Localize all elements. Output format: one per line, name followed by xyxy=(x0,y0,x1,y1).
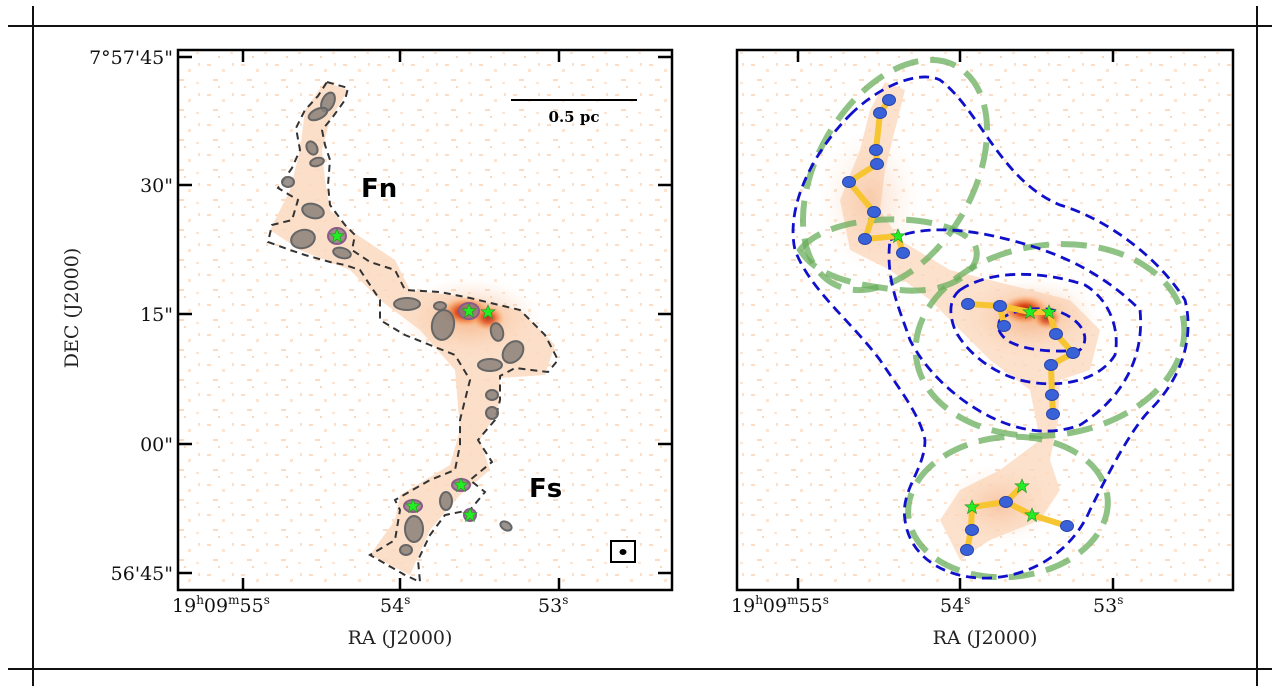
region-label-fs: Fs xyxy=(529,474,562,504)
y-tick-label: 7°57'45" xyxy=(89,47,173,69)
left-axes-frame xyxy=(176,48,674,592)
right-panel: 19h09m55s 54s 53s RA (J2000) xyxy=(731,48,1235,649)
y-tick-label: 00" xyxy=(140,434,173,456)
beam-ellipse-icon xyxy=(619,549,627,555)
left-ticks xyxy=(178,50,672,590)
x-tick-label-first: 19h09m55s xyxy=(172,593,270,617)
left-x-tick-labels: 19h09m55s 54s 53s xyxy=(172,593,568,617)
right-ticks xyxy=(796,50,1115,590)
x-tick-label-last: 53s xyxy=(538,593,568,617)
right-x-tick-labels: 19h09m55s 54s 53s xyxy=(731,593,1123,617)
blue-contours xyxy=(791,75,1190,580)
scale-bar-label: 0.5 pc xyxy=(549,108,600,126)
region-label-fn: Fn xyxy=(361,174,397,204)
x-tick-label-last: 53s xyxy=(1093,593,1123,617)
y-tick-label: 30" xyxy=(140,175,173,197)
outer-frame xyxy=(8,6,1272,686)
left-map-image xyxy=(178,50,672,590)
y-axis-title: DEC (J2000) xyxy=(61,248,83,368)
x-tick-label-mid: 54s xyxy=(380,593,410,617)
right-axes-frame xyxy=(735,48,1235,592)
y-tick-label: 56'45" xyxy=(111,563,173,585)
x-tick-label-first: 19h09m55s xyxy=(731,593,829,617)
x-tick-label-mid: 54s xyxy=(940,593,970,617)
emission-contour-left xyxy=(266,80,560,584)
scale-bar: 0.5 pc xyxy=(511,99,637,126)
left-y-tick-labels: 7°57'45" 30" 15" 00" 56'45" xyxy=(89,47,173,585)
y-tick-label: 15" xyxy=(140,304,173,326)
beam-marker xyxy=(610,540,636,563)
left-x-axis-title: RA (J2000) xyxy=(348,627,453,649)
mst-nodes xyxy=(842,94,1080,556)
core-ellipses xyxy=(281,91,525,556)
right-x-axis-title: RA (J2000) xyxy=(933,627,1038,649)
right-map-image xyxy=(737,50,1233,590)
left-panel: Fn Fs 0.5 pc 7°57'45" 30" 15" xyxy=(61,47,674,649)
